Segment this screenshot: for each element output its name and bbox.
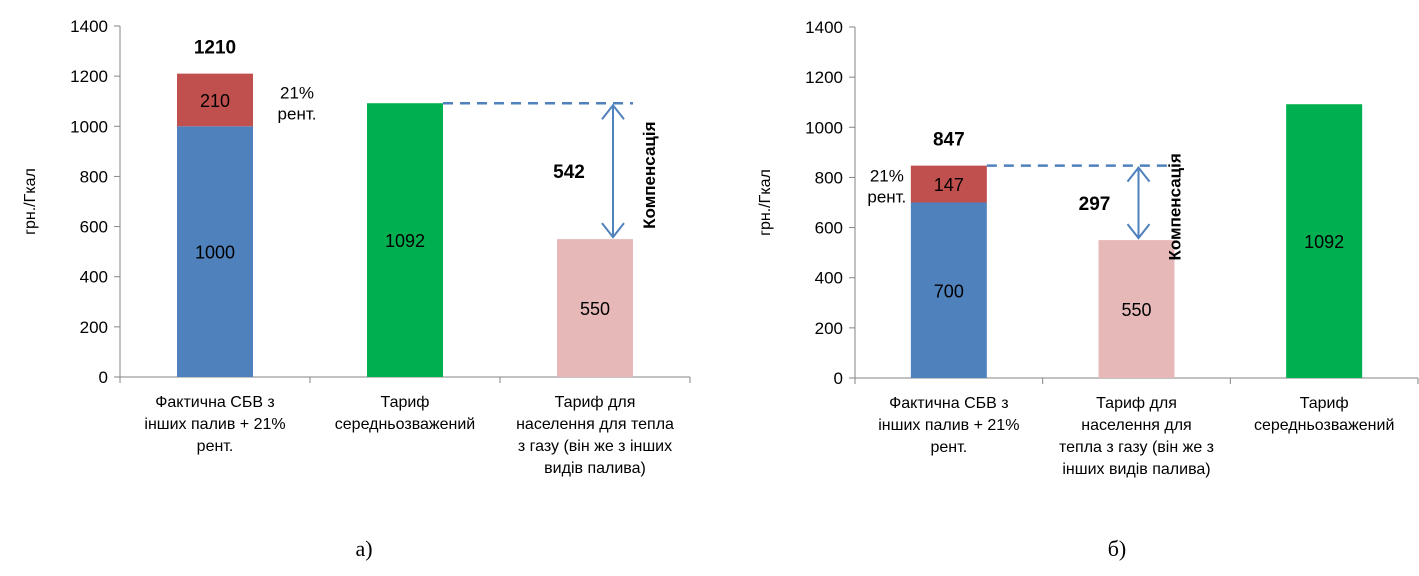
x-category-label: Тариф для населення для тепла з газу (він … <box>1059 395 1214 478</box>
y-tick-label: 0 <box>834 369 843 388</box>
rent-note-label: 21% рент. <box>278 84 317 124</box>
y-tick-label: 1400 <box>805 18 843 37</box>
x-category-label-line: Фактична СБВ з <box>889 395 1009 412</box>
x-category-label-line: рент. <box>931 439 968 456</box>
y-axis-title: грн./Гкал <box>22 168 39 235</box>
bar-segment-factual_base <box>177 126 253 378</box>
bar-value-label: 147 <box>934 175 964 195</box>
x-category-label-line: Тариф для <box>555 394 636 411</box>
y-tick-label: 1400 <box>70 17 108 36</box>
arrow-down-icon <box>1126 223 1151 240</box>
bar-value-label: 1092 <box>385 231 425 251</box>
y-tick-label: 200 <box>815 319 843 338</box>
rent-note-line: 21% <box>280 84 314 103</box>
x-category-label: Тариф середньозважений <box>335 394 475 433</box>
x-category-label: Фактична СБВ з інших палив + 21% рент. <box>144 394 285 455</box>
x-category-label-line: Тариф для <box>1096 395 1177 412</box>
compensation-label: Компенсація <box>640 122 659 229</box>
rent-note-line: 21% <box>870 167 904 186</box>
y-tick-label: 1200 <box>70 67 108 86</box>
bar-segment-tariff_pop <box>557 239 633 377</box>
y-tick-label: 0 <box>99 368 108 387</box>
rent-note-line: рент. <box>278 105 317 124</box>
bar-segment-tariff_avg <box>367 103 443 377</box>
y-tick-label: 400 <box>80 268 108 287</box>
x-category-label-line: Тариф <box>381 394 430 411</box>
bar-segment-tariff_avg <box>1286 104 1363 378</box>
compensation-value-label: 542 <box>553 162 585 183</box>
arrow-up-icon <box>601 103 625 120</box>
x-category-label-line: тепла з газу (він же з <box>1059 439 1214 456</box>
x-category-label: Тариф для населення для тепла з газу (він … <box>516 394 674 477</box>
x-category-label-line: інших палив + 21% <box>144 416 285 433</box>
y-tick-label: 1000 <box>70 117 108 136</box>
bar-segment-tariff_pop <box>1098 240 1175 378</box>
y-tick-label: 400 <box>815 269 843 288</box>
y-tick-label: 600 <box>80 218 108 237</box>
y-tick-label: 1200 <box>805 68 843 87</box>
y-tick-label: 800 <box>815 168 843 187</box>
bar-value-label: 550 <box>580 299 610 319</box>
rent-note-line: рент. <box>867 188 906 207</box>
bar-segment-rent <box>910 165 987 203</box>
bar-segment-factual_base <box>910 202 987 378</box>
x-category-label-line: середньозважений <box>1254 417 1394 434</box>
compensation-label: Компенсація <box>1166 153 1185 260</box>
panel-caption: а) <box>355 536 372 561</box>
y-axis-title: грн./Гкал <box>757 169 774 236</box>
bar-value-label: 1092 <box>1304 232 1344 252</box>
bar-value-label: 550 <box>1121 300 1151 320</box>
x-category-label-line: інших палив + 21% <box>878 417 1019 434</box>
panel-caption: б) <box>1108 536 1127 561</box>
y-tick-label: 200 <box>80 318 108 337</box>
chart-panel-1: 0 200 400 600 800 1000 1200 1400 грн./Гкал Фактич… <box>22 17 691 561</box>
x-category-label-line: інших видів палива) <box>1062 461 1210 478</box>
x-category-label-line: Тариф <box>1300 395 1349 412</box>
bar-value-label: 210 <box>200 91 230 111</box>
x-category-label-line: населення для тепла <box>516 416 674 433</box>
arrow-up-icon <box>1126 166 1151 183</box>
x-category-label-line: середньозважений <box>335 416 475 433</box>
rent-note-label: 21% рент. <box>867 167 906 207</box>
y-tick-label: 1000 <box>805 118 843 137</box>
x-category-label-line: з газу (він же з інших <box>518 438 672 455</box>
bar-total-label: 847 <box>933 130 965 151</box>
x-category-label: Фактична СБВ з інших палив + 21% рент. <box>878 395 1019 456</box>
y-tick-label: 800 <box>80 167 108 186</box>
x-category-label-line: населення для <box>1081 417 1191 434</box>
bar-segment-rent <box>177 73 253 127</box>
compensation-value-label: 297 <box>1079 194 1111 215</box>
x-category-label-line: рент. <box>197 438 234 455</box>
bar-total-label: 1210 <box>194 38 236 59</box>
x-category-label: Тариф середньозважений <box>1254 395 1394 434</box>
arrow-down-icon <box>601 222 625 239</box>
x-category-label-line: Фактична СБВ з <box>155 394 275 411</box>
bar-value-label: 700 <box>934 281 964 301</box>
y-tick-label: 600 <box>815 219 843 238</box>
chart-panel-2: 0 200 400 600 800 1000 1200 1400 грн./Гкал Фактич… <box>757 18 1419 561</box>
x-category-label-line: видів палива) <box>544 460 646 477</box>
bar-value-label: 1000 <box>195 243 235 263</box>
